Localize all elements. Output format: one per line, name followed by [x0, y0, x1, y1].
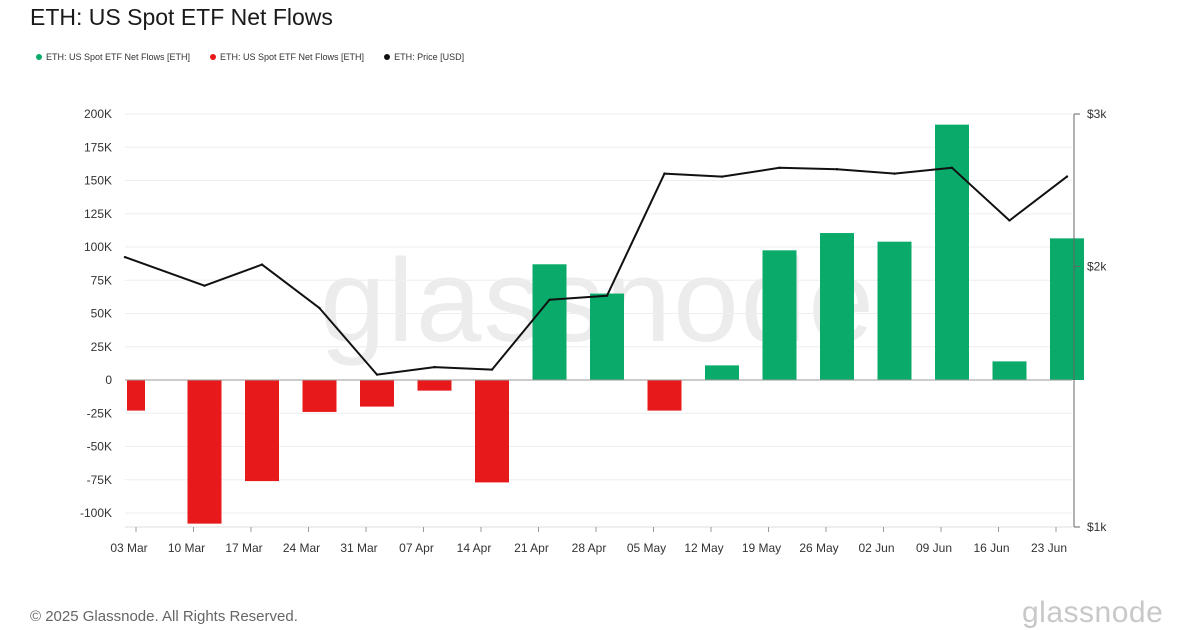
bar-negative-flow[interactable] [360, 380, 394, 407]
price-point[interactable] [123, 255, 127, 259]
glassnode-logo: glassnode [1022, 596, 1164, 629]
x-tick-label: 05 May [627, 541, 666, 555]
legend-label-price: ETH: Price [USD] [394, 52, 465, 62]
x-tick-label: 17 Mar [225, 541, 262, 555]
bar-positive-flow[interactable] [705, 365, 739, 380]
price-point[interactable] [318, 306, 321, 310]
y-left-tick-label: 150K [84, 174, 112, 188]
bar-negative-flow[interactable] [127, 380, 145, 411]
bar-positive-flow[interactable] [762, 250, 797, 380]
legend-label-negative: ETH: US Spot ETF Net Flows [ETH] [220, 52, 365, 62]
price-line-series [123, 166, 1069, 376]
y-right-tick-label: $3k [1087, 107, 1107, 121]
bar-positive-flow[interactable] [590, 293, 624, 380]
bar-positive-flow[interactable] [1050, 238, 1084, 380]
y-left-tick-label: 175K [84, 140, 112, 154]
y-left-tick-label: -100K [80, 506, 112, 520]
x-tick-label: 02 Jun [858, 541, 894, 555]
price-point[interactable] [835, 168, 839, 171]
bar-negative-flow[interactable] [475, 380, 509, 483]
x-tick-label: 19 May [742, 541, 781, 555]
bar-negative-flow[interactable] [245, 380, 279, 482]
legend-item-positive-flows[interactable]: ETH: US Spot ETF Net Flows [ETH] [36, 52, 190, 62]
x-tick-label: 10 Mar [168, 541, 205, 555]
y-right-tick-label: $1k [1087, 520, 1107, 534]
y-left-tick-label: 50K [91, 307, 112, 321]
price-point[interactable] [663, 172, 666, 175]
x-tick-label: 26 May [799, 541, 838, 555]
x-tick-label: 07 Apr [399, 541, 434, 555]
bar-negative-flow[interactable] [417, 380, 452, 391]
x-tick-label: 28 Apr [572, 541, 607, 555]
price-point[interactable] [778, 166, 781, 169]
bar-negative-flow[interactable] [647, 380, 682, 411]
x-tick-label: 24 Mar [283, 541, 320, 555]
y-left-tick-label: -25K [87, 406, 112, 420]
y-left-tick-label: 200K [84, 107, 112, 121]
y-left-tick-label: 125K [84, 207, 112, 221]
legend-swatch-negative [210, 54, 217, 60]
bar-positive-flow[interactable] [532, 264, 567, 380]
y-right-tick-label: $2k [1087, 259, 1107, 273]
price-point[interactable] [1008, 219, 1011, 222]
y-left-tick-label: 25K [91, 340, 112, 354]
x-tick-label: 21 Apr [514, 541, 549, 555]
chart-title: ETH: US Spot ETF Net Flows [30, 4, 333, 30]
copyright-footer: © 2025 Glassnode. All Rights Reserved. [30, 608, 298, 625]
price-point[interactable] [720, 175, 724, 178]
y-left-tick-label: 0 [105, 373, 112, 387]
y-left-tick-label: 75K [91, 273, 112, 287]
price-point[interactable] [548, 298, 551, 302]
grid-lines [125, 113, 1072, 514]
x-tick-label: 31 Mar [340, 541, 377, 555]
x-tick-label: 09 Jun [916, 541, 952, 555]
price-point[interactable] [950, 166, 954, 169]
x-tick-label: 12 May [684, 541, 723, 555]
y-left-tick-label: 100K [84, 240, 112, 254]
price-point[interactable] [1065, 175, 1069, 178]
legend-item-price[interactable]: ETH: Price [USD] [384, 52, 464, 62]
legend-item-negative-flows[interactable]: ETH: US Spot ETF Net Flows [ETH] [210, 52, 364, 62]
x-tick-label: 23 Jun [1031, 541, 1067, 555]
legend: ETH: US Spot ETF Net Flows [ETH] ETH: US… [36, 52, 464, 62]
y-left-tick-label: -75K [87, 473, 112, 487]
price-point[interactable] [605, 294, 609, 297]
legend-swatch-price [384, 54, 391, 60]
price-point[interactable] [893, 172, 896, 175]
x-tick-label: 03 Mar [110, 541, 147, 555]
bar-positive-flow[interactable] [935, 124, 969, 380]
price-point[interactable] [260, 263, 264, 266]
price-point[interactable] [375, 373, 379, 376]
axes: 200K 175K 150K 125K 100K 75K 50K 25K 0 -25K -50K -7… [80, 107, 1107, 555]
bar-positive-flow[interactable] [820, 233, 854, 380]
x-tick-label: 16 Jun [973, 541, 1009, 555]
bar-positive-flow[interactable] [992, 361, 1027, 380]
bar-negative-flow[interactable] [302, 380, 337, 412]
price-point[interactable] [490, 368, 494, 371]
legend-label-positive: ETH: US Spot ETF Net Flows [ETH] [46, 52, 191, 62]
bar-series [127, 124, 1084, 524]
bar-positive-flow[interactable] [877, 241, 912, 380]
bar-negative-flow[interactable] [187, 380, 222, 524]
price-point[interactable] [203, 284, 206, 287]
legend-swatch-positive [36, 54, 42, 60]
y-left-tick-label: -50K [87, 440, 112, 454]
price-point[interactable] [433, 365, 436, 369]
x-tick-label: 14 Apr [457, 541, 492, 555]
